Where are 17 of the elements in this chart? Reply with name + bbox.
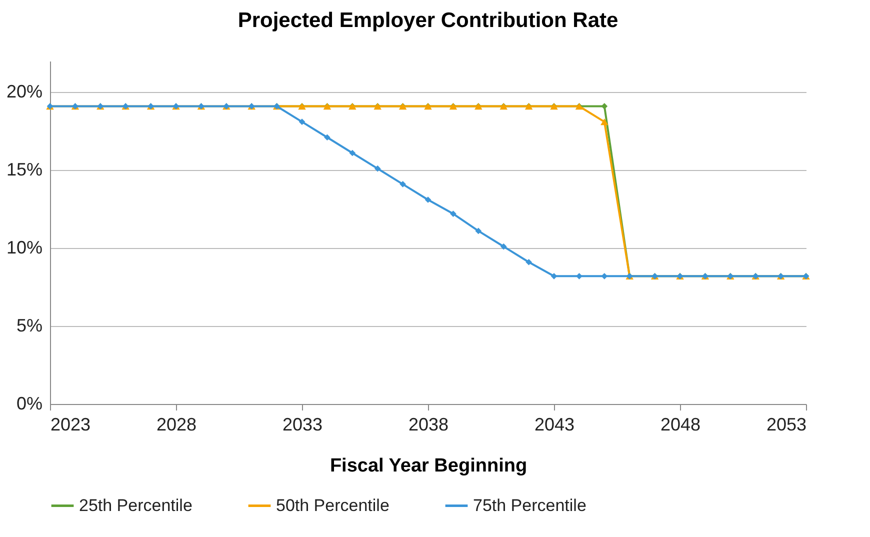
x-tick-label: 2033 xyxy=(282,414,323,434)
legend-label: 75th Percentile xyxy=(473,496,586,515)
x-tick-label: 2053 xyxy=(766,414,806,434)
x-tick-label: 2038 xyxy=(408,414,449,434)
legend-label: 25th Percentile xyxy=(79,496,192,515)
chart-title: Projected Employer Contribution Rate xyxy=(238,9,618,32)
x-axis-title: Fiscal Year Beginning xyxy=(330,456,528,476)
y-tick-label: 5% xyxy=(16,316,42,336)
x-tick-label: 2028 xyxy=(156,414,197,434)
y-tick-label: 20% xyxy=(6,82,42,102)
x-tick-label: 2048 xyxy=(660,414,701,434)
y-tick-label: 0% xyxy=(16,394,42,414)
legend-label: 50th Percentile xyxy=(276,496,390,515)
y-tick-label: 10% xyxy=(6,238,42,258)
x-tick-label: 2043 xyxy=(534,414,575,434)
y-tick-label: 15% xyxy=(6,160,42,180)
x-tick-label: 2023 xyxy=(50,414,91,434)
